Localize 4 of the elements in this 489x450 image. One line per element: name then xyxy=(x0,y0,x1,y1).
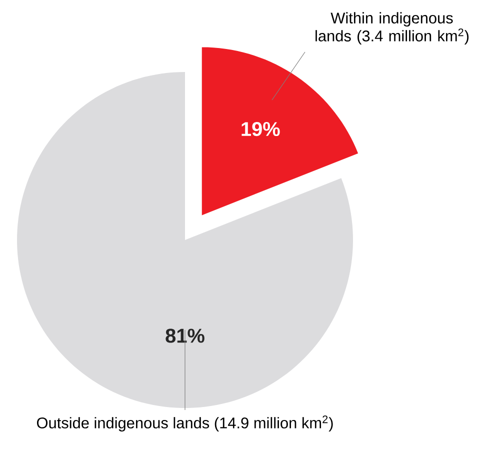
data-label: 81% xyxy=(166,328,204,343)
slice-label: Within indigenous lands (3.4 million km$^{2}$) xyxy=(316,12,469,44)
slice-label: Outside indigenous lands (14.9 million km$^{2}$) xyxy=(36,416,333,432)
data-label: 19% xyxy=(242,122,280,136)
